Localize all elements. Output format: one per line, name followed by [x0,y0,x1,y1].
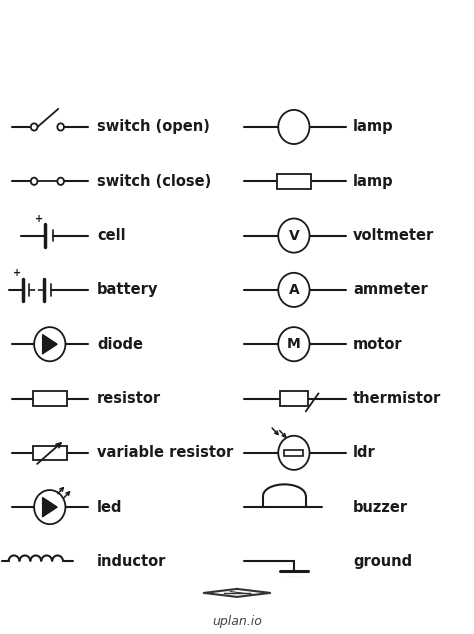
Text: lamp: lamp [353,119,394,134]
Text: V: V [289,229,299,243]
Text: diode: diode [97,337,143,352]
Text: cell: cell [97,228,126,243]
Text: switch (open): switch (open) [97,119,210,134]
Circle shape [57,124,64,131]
Bar [284,450,303,456]
Circle shape [34,490,65,524]
Text: +: + [13,268,21,278]
Bar [33,446,67,460]
Text: ldr: ldr [353,445,376,460]
Text: variable resistor: variable resistor [97,445,233,460]
Bar [277,174,311,188]
Text: battery: battery [97,282,158,297]
Circle shape [278,219,310,253]
Bar [33,391,67,406]
Text: lamp: lamp [353,174,394,189]
Text: thermistor: thermistor [353,391,441,406]
Text: M: M [287,337,301,351]
Text: led: led [97,500,123,515]
Text: switch (close): switch (close) [97,174,211,189]
Polygon shape [43,335,57,354]
Circle shape [278,436,310,470]
Bar [280,391,308,406]
Circle shape [278,327,310,361]
Circle shape [31,178,37,185]
Circle shape [57,178,64,185]
Text: uplan.io: uplan.io [212,615,262,628]
Circle shape [278,110,310,144]
Circle shape [34,327,65,361]
Text: resistor: resistor [97,391,161,406]
Circle shape [31,124,37,131]
Text: ammeter: ammeter [353,282,428,297]
Circle shape [278,273,310,307]
Text: A: A [289,283,299,297]
Text: inductor: inductor [97,554,166,569]
Text: +: + [35,214,44,224]
Text: ground: ground [353,554,412,569]
Text: voltmeter: voltmeter [353,228,434,243]
Text: Electrical circuit symbols: Electrical circuit symbols [70,31,404,55]
Text: buzzer: buzzer [353,500,408,515]
Polygon shape [43,498,57,517]
Text: motor: motor [353,337,403,352]
